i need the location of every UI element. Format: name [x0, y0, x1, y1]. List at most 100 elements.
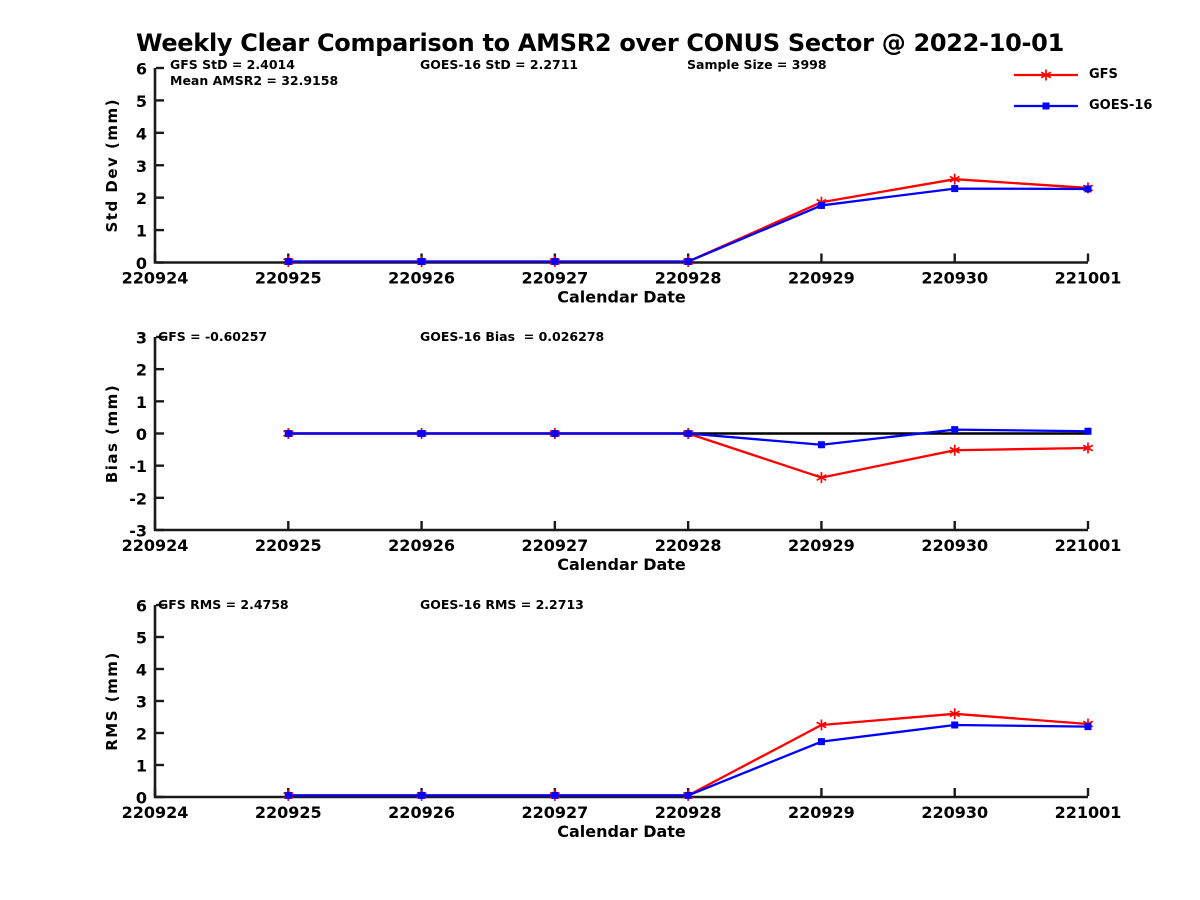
x-tick-label: 220927 [521, 536, 588, 555]
x-axis-title: Calendar Date [557, 555, 686, 574]
y-axis-title: Std Dev (mm) [103, 98, 121, 233]
y-axis-title: Bias (mm) [103, 384, 121, 483]
marker-goes16 [284, 258, 292, 266]
legend: GFS GOES-16 [1012, 59, 1152, 121]
axis-spines [153, 605, 1088, 799]
y-tick-label: 3 [136, 329, 147, 348]
x-tick-label: 220930 [921, 269, 988, 288]
marker-goes16 [817, 738, 825, 746]
marker-goes16 [817, 201, 825, 209]
asterisk-line-swatch-icon [1014, 69, 1078, 80]
y-tick-label: 0 [136, 789, 147, 808]
marker-goes16 [1084, 723, 1092, 731]
annotation-goes16-rms: GOES-16 RMS = 2.2713 [420, 597, 584, 612]
x-tick-label: 220927 [521, 803, 588, 822]
marker-gfs [816, 721, 827, 729]
series-line-goes16 [288, 187, 1089, 263]
x-tick-label: 220926 [388, 269, 455, 288]
x-tick-label: 220930 [921, 536, 988, 555]
x-tick-label: 220924 [122, 536, 189, 555]
y-tick-label: 3 [136, 693, 147, 712]
legend-marker [1042, 102, 1050, 109]
marker-goes16 [418, 258, 426, 266]
x-tick-label: 220928 [655, 269, 722, 288]
x-tick-label: 221001 [1055, 803, 1122, 822]
marker-goes16 [684, 258, 692, 266]
y-tick-label: 2 [136, 725, 147, 744]
y-tick-label: -1 [129, 457, 147, 476]
series-line-gfs [288, 178, 1089, 263]
annotation-sample-size: Sample Size = 3998 [687, 57, 827, 72]
x-tick-label: 220927 [521, 269, 588, 288]
marker-goes16 [418, 430, 426, 437]
axis-spines [153, 68, 1088, 264]
y-tick-label: 1 [136, 393, 147, 412]
x-tick-label: 220930 [921, 803, 988, 822]
x-tick-label: 220929 [788, 803, 855, 822]
marker-goes16 [951, 721, 959, 729]
y-tick-label: 4 [136, 124, 147, 143]
series-line-goes16 [288, 723, 1089, 797]
y-tick-label: 1 [136, 222, 147, 241]
marker-goes16 [684, 791, 692, 799]
marker-gfs [949, 175, 960, 183]
y-tick-label: 6 [136, 597, 147, 616]
marker-goes16 [1084, 427, 1092, 435]
y-tick-label: 3 [136, 157, 147, 176]
annotation-mean-amsr2: Mean AMSR2 = 32.9158 [170, 73, 339, 88]
subplot-rms: 0 1 2 3 4 5 6 220924 220925 220926 220927 220928 220… [103, 597, 1121, 842]
y-tick-label: 5 [136, 629, 147, 648]
x-tick-label: 220926 [388, 536, 455, 555]
legend-item-gfs: GFS [1012, 59, 1152, 90]
annotation-gfs-rms: GFS RMS = 2.4758 [158, 597, 289, 612]
subplot-std-dev: 0 1 2 3 4 5 6 220924 220925 220926 220927 220928 220… [103, 60, 1121, 307]
y-axis-title: RMS (mm) [103, 651, 121, 750]
marker-goes16 [684, 430, 692, 437]
annotation-gfs-std: GFS StD = 2.4014 [170, 57, 295, 72]
y-tick-label: 1 [136, 757, 147, 776]
x-tick-label: 221001 [1055, 536, 1122, 555]
legend-label: GFS [1089, 67, 1118, 82]
marker-goes16 [284, 430, 292, 437]
y-tick-label: 0 [136, 425, 147, 444]
marker-goes16 [951, 185, 959, 193]
series-line-gfs [288, 432, 1089, 479]
y-tick-label: 2 [136, 189, 147, 208]
marker-gfs [816, 474, 827, 482]
x-tick-label: 220925 [255, 536, 322, 555]
x-tick-label: 220924 [122, 803, 189, 822]
axis-spines [153, 337, 1088, 532]
annotation-gfs-bias: GFS = -0.60257 [158, 329, 268, 344]
x-tick-label: 220928 [655, 536, 722, 555]
marker-goes16 [551, 430, 559, 437]
x-tick-label: 220925 [255, 803, 322, 822]
marker-gfs [949, 710, 960, 718]
y-tick-label: 0 [136, 254, 147, 273]
legend-label: GOES-16 [1089, 98, 1153, 113]
x-tick-label: 220929 [788, 536, 855, 555]
marker-goes16 [284, 791, 292, 799]
legend-marker [1040, 71, 1052, 78]
x-tick-label: 220928 [655, 803, 722, 822]
x-tick-label: 221001 [1055, 269, 1122, 288]
marker-goes16 [817, 441, 825, 449]
x-tick-label: 220926 [388, 803, 455, 822]
y-tick-label: 2 [136, 361, 147, 380]
subplot-bias: -3 -2 -1 0 1 2 3 220924 220925 220926 220927 220928… [103, 329, 1121, 575]
marker-goes16 [551, 258, 559, 266]
x-tick-label: 220929 [788, 269, 855, 288]
x-tick-label: 220925 [255, 269, 322, 288]
x-axis-title: Calendar Date [557, 288, 686, 307]
annotation-goes16-bias: GOES-16 Bias = 0.026278 [420, 329, 605, 344]
y-tick-label: 6 [136, 60, 147, 79]
marker-goes16 [1084, 185, 1092, 193]
marker-gfs [949, 446, 960, 454]
figure-title: Weekly Clear Comparison to AMSR2 over CO… [136, 29, 1064, 57]
annotation-goes16-std: GOES-16 StD = 2.2711 [420, 57, 579, 72]
square-line-swatch-icon [1014, 102, 1078, 109]
marker-gfs [1082, 444, 1094, 452]
y-tick-label: -2 [129, 489, 147, 508]
y-tick-label: -3 [129, 522, 147, 541]
